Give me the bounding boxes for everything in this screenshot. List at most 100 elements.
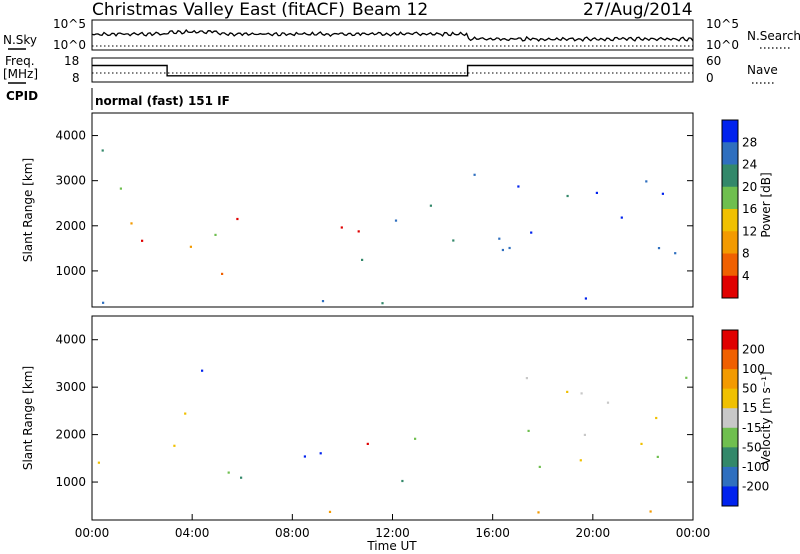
velocity-ytick-label: 4000 xyxy=(55,333,86,347)
velocity-colorbar-tick: 50 xyxy=(742,382,757,396)
x-tick-label: 00:00 xyxy=(676,526,711,540)
time-axis-ticks: 00:00 04:00 08:00 12:00 16:00 20:00 00:00 xyxy=(75,514,711,540)
power-colorbar-segment xyxy=(722,275,738,299)
power-cell xyxy=(130,222,133,225)
velocity-cell xyxy=(685,376,688,379)
noise-right-tick-bottom: 10^0 xyxy=(706,38,739,52)
velocity-cell xyxy=(527,429,530,432)
velocity-cell xyxy=(579,459,582,462)
noise-trace xyxy=(91,28,694,47)
velocity-ytick-label: 1000 xyxy=(55,475,86,489)
power-cell xyxy=(501,248,504,252)
power-cell xyxy=(236,217,239,221)
velocity-frame xyxy=(91,315,694,521)
power-cell xyxy=(508,246,511,250)
velocity-colorbar-segment xyxy=(722,408,738,429)
velocity-y-ticks: 4000 3000 2000 1000 xyxy=(55,333,693,489)
power-cell xyxy=(661,192,664,195)
velocity-cells xyxy=(97,369,688,514)
power-colorbar-segment xyxy=(722,142,738,165)
velocity-cell xyxy=(184,412,187,415)
velocity-cell xyxy=(414,437,417,440)
noise-right-tick-top: 10^5 xyxy=(706,17,739,31)
velocity-cell xyxy=(525,377,528,380)
velocity-colorbar-segment xyxy=(722,330,738,351)
power-frame xyxy=(91,112,694,308)
freq-left-tick-top: 18 xyxy=(64,54,79,68)
velocity-colorbar-frame xyxy=(721,329,739,507)
noise-left-tick-bottom: 10^0 xyxy=(53,38,86,52)
power-cell xyxy=(645,180,648,183)
velocity-panel: 4000 3000 2000 1000 Slant Range [km] 200 100… xyxy=(21,315,773,553)
velocity-cell xyxy=(97,461,100,464)
velocity-colorbar-tick: -100 xyxy=(742,460,769,474)
cpid-text: normal (fast) 151 IF xyxy=(95,94,230,108)
power-colorbar-segment xyxy=(722,253,738,277)
plot-title: Christmas Valley East (fitACF) xyxy=(92,0,345,20)
power-colorbar-tick: 20 xyxy=(742,180,757,194)
power-cell xyxy=(381,302,384,305)
velocity-colorbar: 200 100 50 15 -15 -50 -100 -200 xyxy=(721,329,769,507)
nave-right-tick-top: 60 xyxy=(706,54,721,68)
velocity-cell xyxy=(366,442,369,445)
velocity-cell xyxy=(227,471,230,474)
power-colorbar-tick: 16 xyxy=(742,202,757,216)
power-colorbar-tick: 8 xyxy=(742,247,750,261)
x-tick-label: 08:00 xyxy=(275,526,310,540)
power-cells xyxy=(101,149,677,305)
power-cell xyxy=(620,216,623,219)
velocity-colorbar-segment xyxy=(722,427,738,448)
power-cell xyxy=(566,194,569,198)
power-cell xyxy=(657,247,661,250)
velocity-colorbar-segment xyxy=(722,388,738,409)
velocity-cell xyxy=(201,369,204,372)
velocity-colorbar-tick: -50 xyxy=(742,440,762,454)
power-y-ticks: 4000 3000 2000 1000 xyxy=(55,129,693,278)
power-ytick-label: 1000 xyxy=(55,264,86,278)
power-cell xyxy=(101,149,104,152)
power-colorbar-tick: 28 xyxy=(742,135,757,149)
nsky-label: N.Sky xyxy=(3,33,37,47)
velocity-cell xyxy=(655,416,658,420)
x-tick-label: 12:00 xyxy=(375,526,410,540)
power-colorbar-tick: 4 xyxy=(742,269,750,283)
power-colorbar-segment xyxy=(722,186,738,210)
power-cell xyxy=(321,300,325,303)
power-ylabel: Slant Range [km] xyxy=(21,158,35,262)
power-colorbar-segment xyxy=(722,209,738,232)
velocity-cell xyxy=(583,433,586,436)
power-ytick-label: 3000 xyxy=(55,174,86,188)
power-cell xyxy=(221,272,224,275)
x-tick-label: 04:00 xyxy=(175,526,210,540)
velocity-colorbar-segment xyxy=(722,369,738,390)
power-cell xyxy=(361,258,364,261)
power-cell xyxy=(141,239,144,242)
velocity-cell xyxy=(240,476,243,479)
velocity-cell xyxy=(303,455,306,458)
power-cell xyxy=(595,191,598,194)
power-cell xyxy=(584,297,587,300)
velocity-cell xyxy=(538,465,541,468)
velocity-cell xyxy=(649,510,652,513)
velocity-ytick-label: 2000 xyxy=(55,428,86,442)
power-cell xyxy=(674,252,677,255)
power-cell xyxy=(119,187,122,190)
power-cell xyxy=(429,204,432,207)
velocity-colorbar-tick: -15 xyxy=(742,421,762,435)
velocity-ylabel: Slant Range [km] xyxy=(21,366,35,470)
velocity-colorbar-segment xyxy=(722,349,738,370)
power-cell xyxy=(517,185,520,188)
power-cell xyxy=(498,237,501,240)
frequency-frame xyxy=(91,57,694,83)
power-colorbar: 28 24 20 16 12 8 4 xyxy=(721,119,757,299)
velocity-cell xyxy=(656,455,659,458)
power-colorbar-tick: 12 xyxy=(742,224,757,238)
power-cell xyxy=(473,173,476,176)
x-tick-label: 00:00 xyxy=(75,526,110,540)
power-ytick-label: 2000 xyxy=(55,219,86,233)
power-cell xyxy=(340,226,343,229)
power-colorbar-label: Power [dB] xyxy=(759,172,773,237)
velocity-cell xyxy=(606,401,610,404)
velocity-cell xyxy=(328,510,332,513)
